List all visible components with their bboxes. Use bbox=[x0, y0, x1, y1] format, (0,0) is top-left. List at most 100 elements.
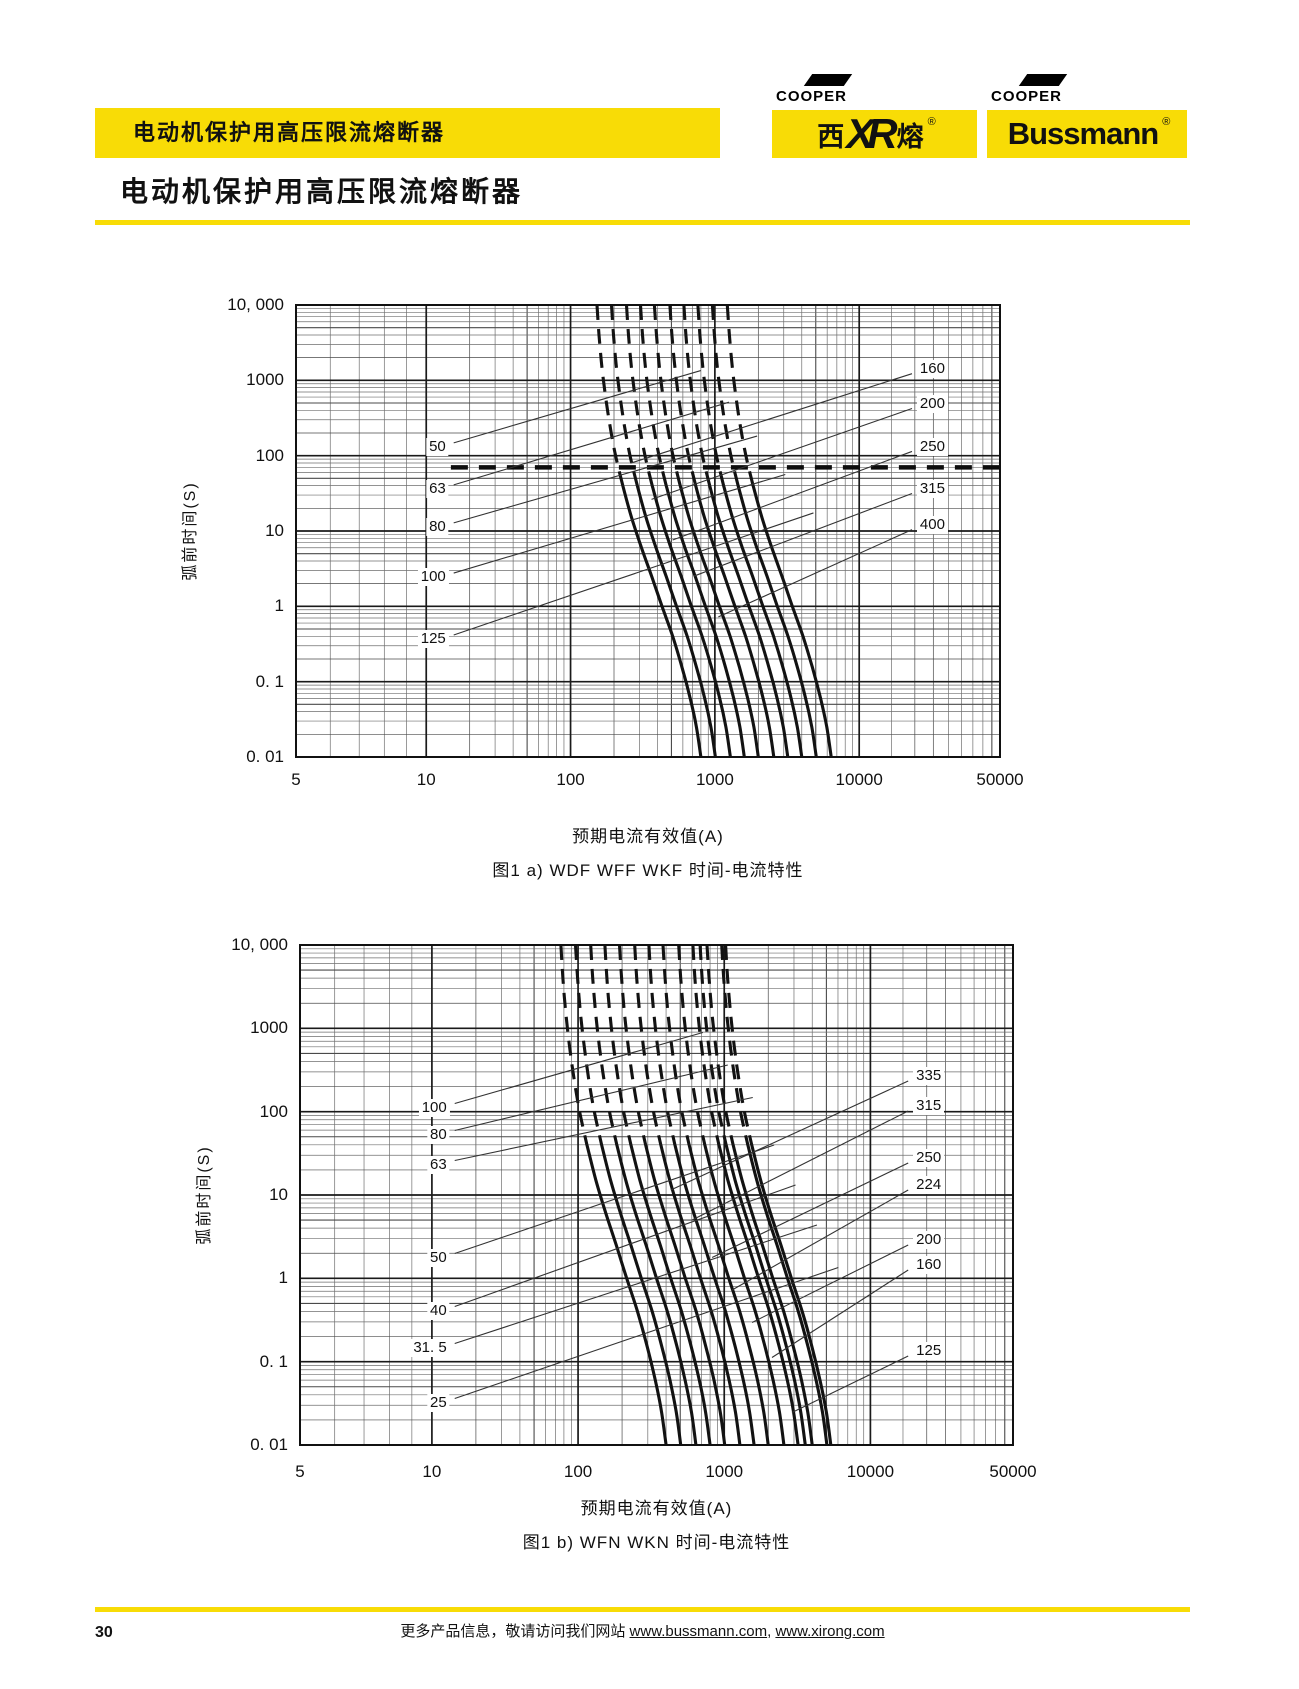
x-tick-50000: 50000 bbox=[976, 770, 1024, 789]
bussmann-link[interactable]: www.bussmann.com bbox=[629, 1623, 768, 1640]
title-rule bbox=[95, 220, 1190, 225]
header-band-title: 电动机保护用高压限流熔断器 bbox=[133, 120, 446, 145]
tcc-curve-100A bbox=[673, 1144, 756, 1445]
curve-label-50: 50 bbox=[426, 437, 449, 456]
tcc-curve-125A bbox=[687, 1144, 770, 1445]
curve-label-224: 224 bbox=[913, 1176, 945, 1194]
tcc-curve-50A-dashed bbox=[603, 945, 633, 1146]
tcc-curve-315A-dashed bbox=[720, 945, 750, 1146]
x-tick-1000: 1000 bbox=[705, 1462, 744, 1481]
leader-lines bbox=[453, 370, 913, 636]
bussmann-logo: COOPER Bussmann ® bbox=[987, 68, 1187, 158]
registered-mark-icon: ® bbox=[1162, 116, 1171, 128]
x-tick-10000: 10000 bbox=[835, 770, 883, 789]
tcc-curve-25A bbox=[585, 1144, 668, 1445]
y-tick-1: 1 bbox=[274, 596, 284, 616]
y-tick-0.1: 0. 1 bbox=[255, 671, 284, 691]
tcc-curve-200A bbox=[708, 485, 790, 757]
tcc-curve-335A-dashed bbox=[724, 945, 754, 1146]
x-tick-50000: 50000 bbox=[989, 1462, 1037, 1481]
tcc-curve-63A bbox=[635, 485, 717, 757]
tcc-curves bbox=[559, 945, 833, 1445]
x-tick-1000: 1000 bbox=[695, 770, 734, 789]
fig1a-caption: 图1 a) WDF WFF WKF 时间-电流特性 bbox=[492, 861, 804, 880]
curve-label-160: 160 bbox=[913, 1256, 945, 1274]
header-band: 电动机保护用高压限流熔断器 bbox=[95, 108, 720, 158]
tcc-curve-125A bbox=[678, 485, 760, 757]
fig1b-caption: 图1 b) WFN WKN 时间-电流特性 bbox=[522, 1533, 791, 1552]
tcc-curve-400A bbox=[751, 485, 833, 757]
curve-label-160: 160 bbox=[916, 360, 948, 379]
tcc-curve-224A-dashed bbox=[698, 945, 728, 1146]
y-tick-0.01: 0. 01 bbox=[250, 1435, 288, 1454]
footer-note-prefix: 更多产品信息，敬请访问我们网站 bbox=[400, 1623, 630, 1640]
footer-rule bbox=[95, 1607, 1190, 1612]
tcc-curve-200A-dashed bbox=[682, 305, 712, 486]
tcc-curve-250A bbox=[722, 485, 804, 757]
y-tick-0.1: 0. 1 bbox=[259, 1351, 288, 1371]
tcc-curve-80A bbox=[659, 1144, 742, 1445]
curve-label-250: 250 bbox=[916, 437, 948, 456]
y-tick-1000: 1000 bbox=[250, 1018, 288, 1038]
registered-mark-icon: ® bbox=[927, 116, 936, 128]
tcc-curve-100A-dashed bbox=[647, 945, 677, 1146]
xirong-char-rong: 熔 bbox=[896, 121, 924, 152]
tcc-curve-63A bbox=[644, 1144, 727, 1445]
y-tick-10000: 10, 000 bbox=[227, 295, 284, 314]
y-tick-1000: 1000 bbox=[246, 370, 284, 390]
x-tick-5: 5 bbox=[295, 1462, 305, 1481]
xirong-link[interactable]: www.xirong.com bbox=[775, 1623, 885, 1640]
y-tick-0.01: 0. 01 bbox=[246, 747, 284, 766]
tcc-curve-50A bbox=[621, 485, 703, 757]
y-tick-100: 100 bbox=[259, 1101, 288, 1121]
y-tick-10: 10 bbox=[269, 1185, 288, 1204]
curve-label-25: 25 bbox=[427, 1394, 450, 1412]
curve-label-200: 200 bbox=[913, 1231, 945, 1249]
tcc-curve-224A bbox=[724, 1144, 807, 1445]
curve-label-31.5: 31. 5 bbox=[410, 1339, 450, 1357]
leader-lines bbox=[454, 1031, 909, 1413]
curve-label-80: 80 bbox=[427, 1126, 450, 1144]
curve-label-125: 125 bbox=[417, 630, 449, 649]
curve-label-100: 100 bbox=[417, 568, 449, 587]
tcc-curve-250A-dashed bbox=[696, 305, 726, 486]
curve-label-200: 200 bbox=[916, 394, 948, 413]
bussmann-text: Bussmann bbox=[1007, 116, 1159, 151]
x-tick-100: 100 bbox=[556, 770, 585, 789]
tcc-curve-40A bbox=[615, 1144, 698, 1445]
x-tick-10: 10 bbox=[422, 1462, 442, 1481]
tcc-curve-160A-dashed bbox=[677, 945, 707, 1146]
plot-frame bbox=[299, 944, 1014, 1446]
tcc-curve-100A-dashed bbox=[638, 305, 668, 486]
tcc-curve-40A-dashed bbox=[589, 945, 619, 1146]
cooper-wordmark: COOPER bbox=[776, 88, 848, 105]
footer-note: 更多产品信息，敬请访问我们网站 www.bussmann.com, www.xi… bbox=[95, 1620, 1190, 1641]
curve-label-63: 63 bbox=[427, 1156, 450, 1174]
tcc-curve-100A bbox=[664, 485, 746, 757]
xirong-logo: COOPER 西 XR 熔 ® bbox=[772, 68, 977, 158]
x-tick-10000: 10000 bbox=[846, 1462, 895, 1481]
footer-note-separator: , bbox=[767, 1623, 776, 1640]
bussmann-wordmark: Bussmann ® bbox=[987, 110, 1187, 158]
tcc-curve-200A bbox=[717, 1144, 800, 1445]
xirong-wordmark: 西 XR 熔 ® bbox=[772, 110, 977, 158]
tcc-curve-160A bbox=[694, 485, 776, 757]
tcc-curve-315A bbox=[736, 485, 818, 757]
fig1a-x-axis-title: 预期电流有效值(A) bbox=[572, 827, 724, 846]
tcc-curve-80A-dashed bbox=[624, 305, 654, 486]
x-tick-100: 100 bbox=[563, 1462, 593, 1481]
curve-label-335: 335 bbox=[913, 1067, 945, 1085]
fig1b-x-axis-title: 预期电流有效值(A) bbox=[580, 1499, 733, 1518]
page-title: 电动机保护用高压限流熔断器 bbox=[120, 176, 524, 207]
tcc-curve-400A-dashed bbox=[725, 305, 755, 486]
y-tick-1: 1 bbox=[278, 1268, 288, 1288]
curve-label-40: 40 bbox=[427, 1302, 450, 1320]
curve-label-315: 315 bbox=[916, 479, 948, 498]
tcc-curve-63A-dashed bbox=[617, 945, 648, 1146]
xirong-char-xi: 西 bbox=[817, 121, 845, 152]
curve-label-80: 80 bbox=[426, 517, 449, 536]
xirong-xr-mark: XR bbox=[846, 110, 897, 157]
tcc-curve-80A-dashed bbox=[633, 945, 663, 1146]
tcc-curve-125A-dashed bbox=[652, 305, 682, 486]
